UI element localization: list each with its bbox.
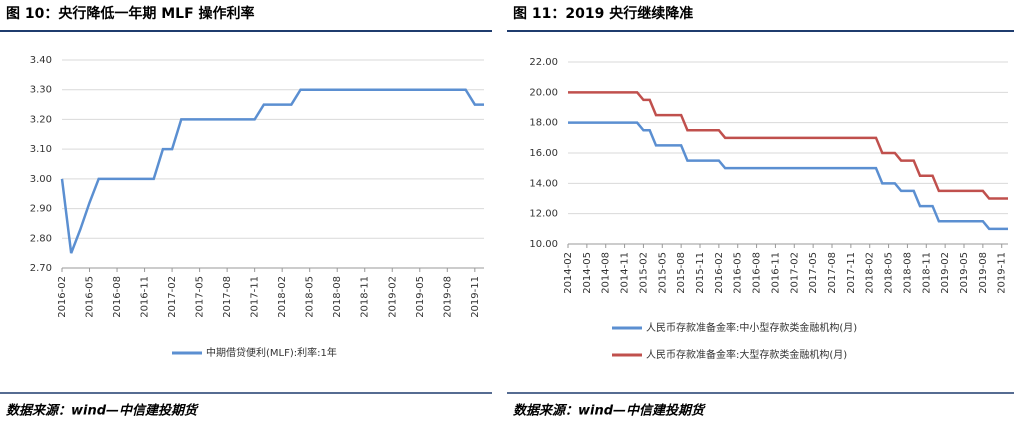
x-tick-label: 2017-05 — [808, 252, 819, 294]
x-tick-label: 2018-08 — [902, 252, 913, 294]
x-tick-label: 2018-02 — [865, 252, 876, 294]
y-tick-label: 3.30 — [30, 85, 52, 96]
data-line — [60, 88, 484, 254]
y-tick-label: 2.70 — [30, 263, 52, 274]
x-tick-label: 2018-05 — [305, 276, 316, 318]
x-tick-label: 2016-08 — [112, 276, 123, 318]
x-tick-label: 2014-05 — [582, 252, 593, 294]
x-tick-label: 2016-02 — [714, 252, 725, 294]
y-tick-label: 3.20 — [30, 114, 52, 125]
y-tick-label: 2.80 — [30, 233, 52, 244]
x-tick-label: 2019-11 — [470, 276, 481, 318]
x-tick-label: 2017-11 — [250, 276, 261, 318]
x-tick-label: 2015-11 — [695, 252, 706, 294]
data-line — [568, 121, 1008, 231]
y-tick-label: 10.00 — [529, 239, 558, 250]
y-tick-label: 22.00 — [529, 57, 558, 68]
x-tick-label: 2014-08 — [601, 252, 612, 294]
x-tick-label: 2016-11 — [140, 276, 151, 318]
x-tick-label: 2017-02 — [167, 276, 178, 318]
y-tick-label: 3.10 — [30, 144, 52, 155]
x-tick-label: 2018-02 — [277, 276, 288, 318]
x-tick-label: 2019-11 — [997, 252, 1008, 294]
x-tick-label: 2019-02 — [940, 252, 951, 294]
x-tick-label: 2017-08 — [827, 252, 838, 294]
x-tick-label: 2017-08 — [222, 276, 233, 318]
x-tick-label: 2015-05 — [657, 252, 668, 294]
x-tick-label: 2016-08 — [752, 252, 763, 294]
y-tick-label: 3.40 — [30, 55, 52, 66]
x-tick-label: 2017-02 — [789, 252, 800, 294]
chart-title: 图 11：2019 央行继续降准 — [513, 5, 693, 22]
y-tick-label: 14.00 — [529, 178, 558, 189]
y-tick-label: 3.00 — [30, 174, 52, 185]
source-note: 数据来源：wind—中信建投期货 — [513, 403, 706, 419]
x-tick-label: 2016-05 — [733, 252, 744, 294]
x-tick-label: 2015-02 — [638, 252, 649, 294]
legend-label: 中期借贷便利(MLF):利率:1年 — [206, 346, 337, 359]
x-tick-label: 2014-02 — [563, 252, 574, 294]
x-tick-label: 2017-11 — [846, 252, 857, 294]
x-tick-label: 2019-08 — [442, 276, 453, 318]
y-tick-label: 2.90 — [30, 204, 52, 215]
x-tick-label: 2019-02 — [387, 276, 398, 318]
x-tick-label: 2014-11 — [620, 252, 631, 294]
x-tick-label: 2016-02 — [57, 276, 68, 318]
source-note: 数据来源：wind—中信建投期货 — [6, 403, 199, 419]
x-tick-label: 2016-05 — [85, 276, 96, 318]
legend-label: 人民币存款准备金率:大型存款类金融机构(月) — [646, 348, 847, 361]
x-tick-label: 2018-11 — [921, 252, 932, 294]
data-line — [568, 91, 1008, 200]
x-tick-label: 2016-11 — [770, 252, 781, 294]
x-tick-label: 2018-11 — [360, 276, 371, 318]
x-tick-label: 2019-05 — [415, 276, 426, 318]
y-tick-label: 18.00 — [529, 118, 558, 129]
x-tick-label: 2015-08 — [676, 252, 687, 294]
legend-label: 人民币存款准备金率:中小型存款类金融机构(月) — [646, 321, 857, 334]
x-tick-label: 2017-05 — [195, 276, 206, 318]
x-tick-label: 2019-05 — [959, 252, 970, 294]
y-tick-label: 12.00 — [529, 209, 558, 220]
chart-title: 图 10：央行降低一年期 MLF 操作利率 — [6, 5, 255, 22]
x-tick-label: 2019-08 — [978, 252, 989, 294]
x-tick-label: 2018-05 — [884, 252, 895, 294]
y-tick-label: 20.00 — [529, 87, 558, 98]
x-tick-label: 2018-08 — [332, 276, 343, 318]
y-tick-label: 16.00 — [529, 148, 558, 159]
